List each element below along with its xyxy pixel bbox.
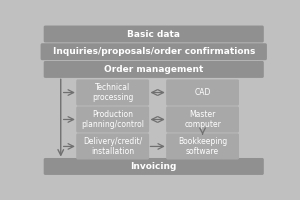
- FancyBboxPatch shape: [44, 61, 264, 78]
- FancyBboxPatch shape: [166, 106, 239, 133]
- FancyBboxPatch shape: [76, 79, 149, 106]
- Text: Basic data: Basic data: [127, 30, 180, 39]
- Text: Order management: Order management: [104, 65, 203, 74]
- Text: Bookkeeping
software: Bookkeeping software: [178, 137, 227, 156]
- Text: Production
planning/control: Production planning/control: [81, 110, 144, 129]
- Text: Technical
processing: Technical processing: [92, 83, 134, 102]
- FancyBboxPatch shape: [40, 43, 267, 60]
- FancyBboxPatch shape: [76, 106, 149, 133]
- FancyBboxPatch shape: [76, 133, 149, 160]
- Text: Inquiries/proposals/order confirmations: Inquiries/proposals/order confirmations: [52, 47, 255, 56]
- Text: CAD: CAD: [194, 88, 211, 97]
- Text: Invoicing: Invoicing: [130, 162, 177, 171]
- FancyBboxPatch shape: [44, 26, 264, 42]
- FancyBboxPatch shape: [166, 133, 239, 160]
- FancyBboxPatch shape: [44, 158, 264, 175]
- Text: Delivery/credit/
installation: Delivery/credit/ installation: [83, 137, 142, 156]
- FancyBboxPatch shape: [166, 79, 239, 106]
- Text: Master
computer: Master computer: [184, 110, 221, 129]
